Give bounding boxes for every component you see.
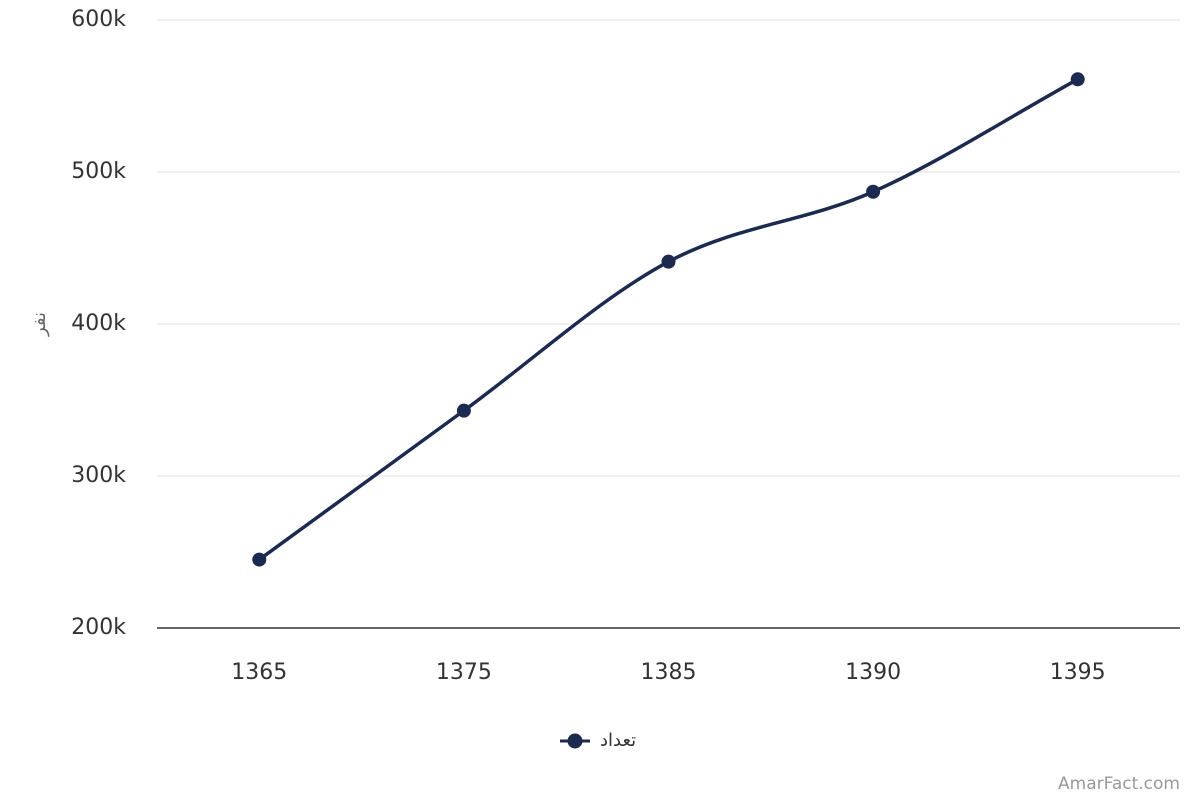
x-tick-label: 1390	[845, 660, 901, 685]
data-point	[661, 254, 676, 269]
data-point	[866, 184, 881, 199]
y-tick-label: 600k	[71, 7, 126, 32]
x-tick-label: 1375	[436, 660, 492, 685]
data-point	[456, 403, 471, 418]
legend-marker	[567, 733, 583, 749]
y-tick-label: 500k	[71, 159, 126, 184]
data-point	[252, 552, 267, 567]
series-line	[258, 77, 1079, 562]
x-tick-label: 1395	[1050, 660, 1106, 685]
x-tick-label: 1385	[641, 660, 697, 685]
y-tick-label: 300k	[71, 463, 126, 488]
y-axis-title: نفر	[29, 312, 50, 337]
credit: AmarFact.com	[1058, 774, 1180, 794]
x-tick-label: 1365	[231, 660, 287, 685]
data-point	[1070, 72, 1085, 87]
legend-label: تعداد	[600, 730, 636, 751]
y-tick-label: 200k	[71, 615, 126, 640]
y-tick-label: 400k	[71, 311, 126, 336]
